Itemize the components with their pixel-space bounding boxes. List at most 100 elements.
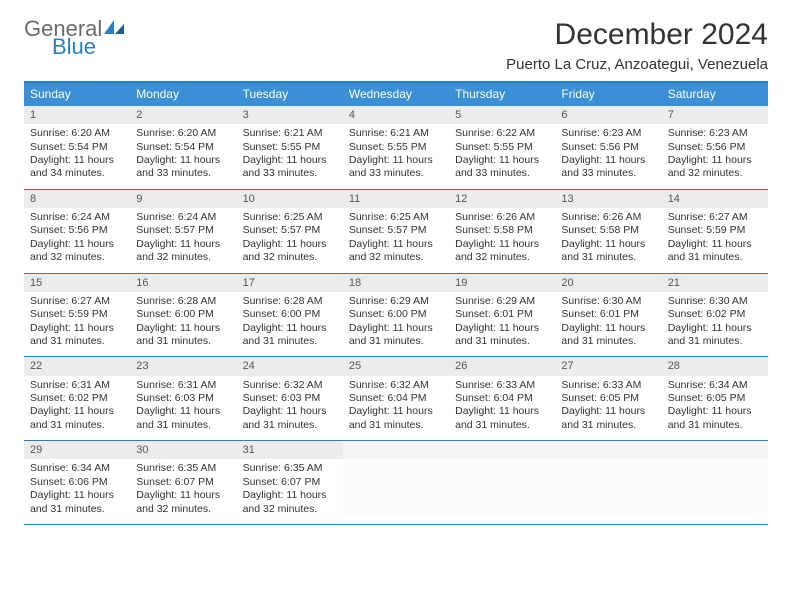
day-body: Sunrise: 6:30 AMSunset: 6:02 PMDaylight:… bbox=[662, 292, 768, 357]
day-body: Sunrise: 6:29 AMSunset: 6:00 PMDaylight:… bbox=[343, 292, 449, 357]
day-body: Sunrise: 6:34 AMSunset: 6:05 PMDaylight:… bbox=[662, 376, 768, 441]
calendar-day-cell: 8Sunrise: 6:24 AMSunset: 5:56 PMDaylight… bbox=[24, 189, 130, 273]
day-body: Sunrise: 6:21 AMSunset: 5:55 PMDaylight:… bbox=[237, 124, 343, 189]
sunrise-line: Sunrise: 6:21 AM bbox=[243, 127, 337, 140]
daylight-line: Daylight: 11 hours and 31 minutes. bbox=[30, 322, 124, 349]
day-number: 14 bbox=[662, 190, 768, 208]
sunrise-line: Sunrise: 6:30 AM bbox=[668, 295, 762, 308]
sunrise-line: Sunrise: 6:24 AM bbox=[136, 211, 230, 224]
daylight-line: Daylight: 11 hours and 31 minutes. bbox=[243, 405, 337, 432]
calendar-day-cell: 26Sunrise: 6:33 AMSunset: 6:04 PMDayligh… bbox=[449, 357, 555, 441]
day-number: 18 bbox=[343, 274, 449, 292]
day-number: 8 bbox=[24, 190, 130, 208]
daylight-line: Daylight: 11 hours and 33 minutes. bbox=[349, 154, 443, 181]
daylight-line: Daylight: 11 hours and 31 minutes. bbox=[561, 405, 655, 432]
dayhdr-tue: Tuesday bbox=[237, 82, 343, 106]
sunrise-line: Sunrise: 6:25 AM bbox=[243, 211, 337, 224]
day-number: 30 bbox=[130, 441, 236, 459]
daylight-line: Daylight: 11 hours and 33 minutes. bbox=[561, 154, 655, 181]
day-body: Sunrise: 6:33 AMSunset: 6:05 PMDaylight:… bbox=[555, 376, 661, 441]
day-number: 4 bbox=[343, 106, 449, 124]
sunset-line: Sunset: 5:57 PM bbox=[349, 224, 443, 237]
day-body bbox=[662, 459, 768, 517]
calendar-empty-cell bbox=[343, 441, 449, 525]
day-number: 5 bbox=[449, 106, 555, 124]
calendar-week-row: 29Sunrise: 6:34 AMSunset: 6:06 PMDayligh… bbox=[24, 441, 768, 525]
day-number: 31 bbox=[237, 441, 343, 459]
calendar-empty-cell bbox=[449, 441, 555, 525]
calendar-day-cell: 16Sunrise: 6:28 AMSunset: 6:00 PMDayligh… bbox=[130, 273, 236, 357]
day-number: 26 bbox=[449, 357, 555, 375]
sunrise-line: Sunrise: 6:21 AM bbox=[349, 127, 443, 140]
daylight-line: Daylight: 11 hours and 31 minutes. bbox=[455, 322, 549, 349]
calendar-day-cell: 7Sunrise: 6:23 AMSunset: 5:56 PMDaylight… bbox=[662, 106, 768, 189]
calendar-day-cell: 30Sunrise: 6:35 AMSunset: 6:07 PMDayligh… bbox=[130, 441, 236, 525]
day-number: 25 bbox=[343, 357, 449, 375]
sunset-line: Sunset: 5:57 PM bbox=[243, 224, 337, 237]
day-number: 24 bbox=[237, 357, 343, 375]
header: General Blue December 2024 Puerto La Cru… bbox=[24, 18, 768, 73]
day-body: Sunrise: 6:35 AMSunset: 6:07 PMDaylight:… bbox=[130, 459, 236, 524]
calendar-day-cell: 20Sunrise: 6:30 AMSunset: 6:01 PMDayligh… bbox=[555, 273, 661, 357]
calendar-day-cell: 13Sunrise: 6:26 AMSunset: 5:58 PMDayligh… bbox=[555, 189, 661, 273]
sunset-line: Sunset: 5:55 PM bbox=[243, 141, 337, 154]
calendar-day-cell: 1Sunrise: 6:20 AMSunset: 5:54 PMDaylight… bbox=[24, 106, 130, 189]
sunset-line: Sunset: 6:04 PM bbox=[455, 392, 549, 405]
sunset-line: Sunset: 6:01 PM bbox=[561, 308, 655, 321]
day-number: 6 bbox=[555, 106, 661, 124]
daylight-line: Daylight: 11 hours and 31 minutes. bbox=[561, 238, 655, 265]
day-body: Sunrise: 6:27 AMSunset: 5:59 PMDaylight:… bbox=[24, 292, 130, 357]
calendar-day-cell: 10Sunrise: 6:25 AMSunset: 5:57 PMDayligh… bbox=[237, 189, 343, 273]
sunset-line: Sunset: 6:03 PM bbox=[136, 392, 230, 405]
calendar-day-cell: 24Sunrise: 6:32 AMSunset: 6:03 PMDayligh… bbox=[237, 357, 343, 441]
sunrise-line: Sunrise: 6:30 AM bbox=[561, 295, 655, 308]
calendar-day-cell: 4Sunrise: 6:21 AMSunset: 5:55 PMDaylight… bbox=[343, 106, 449, 189]
day-body: Sunrise: 6:27 AMSunset: 5:59 PMDaylight:… bbox=[662, 208, 768, 273]
sunrise-line: Sunrise: 6:20 AM bbox=[136, 127, 230, 140]
day-body: Sunrise: 6:26 AMSunset: 5:58 PMDaylight:… bbox=[555, 208, 661, 273]
sunrise-line: Sunrise: 6:31 AM bbox=[136, 379, 230, 392]
day-number: 1 bbox=[24, 106, 130, 124]
sunrise-line: Sunrise: 6:29 AM bbox=[455, 295, 549, 308]
sunset-line: Sunset: 6:00 PM bbox=[349, 308, 443, 321]
day-body: Sunrise: 6:20 AMSunset: 5:54 PMDaylight:… bbox=[24, 124, 130, 189]
calendar-day-cell: 14Sunrise: 6:27 AMSunset: 5:59 PMDayligh… bbox=[662, 189, 768, 273]
day-number: 16 bbox=[130, 274, 236, 292]
day-body: Sunrise: 6:24 AMSunset: 5:57 PMDaylight:… bbox=[130, 208, 236, 273]
calendar-week-row: 15Sunrise: 6:27 AMSunset: 5:59 PMDayligh… bbox=[24, 273, 768, 357]
calendar-empty-cell bbox=[555, 441, 661, 525]
day-body: Sunrise: 6:32 AMSunset: 6:04 PMDaylight:… bbox=[343, 376, 449, 441]
brand-word-2: Blue bbox=[52, 36, 126, 58]
day-number: 27 bbox=[555, 357, 661, 375]
day-body: Sunrise: 6:23 AMSunset: 5:56 PMDaylight:… bbox=[555, 124, 661, 189]
brand-logo: General Blue bbox=[24, 18, 126, 58]
sunset-line: Sunset: 5:58 PM bbox=[561, 224, 655, 237]
sunset-line: Sunset: 6:02 PM bbox=[30, 392, 124, 405]
calendar-day-cell: 3Sunrise: 6:21 AMSunset: 5:55 PMDaylight… bbox=[237, 106, 343, 189]
dayhdr-thu: Thursday bbox=[449, 82, 555, 106]
daylight-line: Daylight: 11 hours and 33 minutes. bbox=[243, 154, 337, 181]
sunset-line: Sunset: 6:01 PM bbox=[455, 308, 549, 321]
dayhdr-mon: Monday bbox=[130, 82, 236, 106]
sunset-line: Sunset: 6:06 PM bbox=[30, 476, 124, 489]
calendar-empty-cell bbox=[662, 441, 768, 525]
calendar-day-cell: 15Sunrise: 6:27 AMSunset: 5:59 PMDayligh… bbox=[24, 273, 130, 357]
day-body: Sunrise: 6:35 AMSunset: 6:07 PMDaylight:… bbox=[237, 459, 343, 524]
calendar-day-cell: 23Sunrise: 6:31 AMSunset: 6:03 PMDayligh… bbox=[130, 357, 236, 441]
day-body bbox=[449, 459, 555, 517]
calendar-day-cell: 31Sunrise: 6:35 AMSunset: 6:07 PMDayligh… bbox=[237, 441, 343, 525]
sunrise-line: Sunrise: 6:35 AM bbox=[136, 462, 230, 475]
day-body: Sunrise: 6:20 AMSunset: 5:54 PMDaylight:… bbox=[130, 124, 236, 189]
day-body: Sunrise: 6:25 AMSunset: 5:57 PMDaylight:… bbox=[237, 208, 343, 273]
sunrise-line: Sunrise: 6:33 AM bbox=[561, 379, 655, 392]
sunset-line: Sunset: 5:56 PM bbox=[668, 141, 762, 154]
day-body: Sunrise: 6:28 AMSunset: 6:00 PMDaylight:… bbox=[130, 292, 236, 357]
day-number bbox=[555, 441, 661, 459]
day-number bbox=[662, 441, 768, 459]
sunset-line: Sunset: 6:07 PM bbox=[243, 476, 337, 489]
daylight-line: Daylight: 11 hours and 31 minutes. bbox=[561, 322, 655, 349]
day-number: 15 bbox=[24, 274, 130, 292]
day-body: Sunrise: 6:28 AMSunset: 6:00 PMDaylight:… bbox=[237, 292, 343, 357]
sunset-line: Sunset: 6:05 PM bbox=[668, 392, 762, 405]
daylight-line: Daylight: 11 hours and 32 minutes. bbox=[136, 489, 230, 516]
